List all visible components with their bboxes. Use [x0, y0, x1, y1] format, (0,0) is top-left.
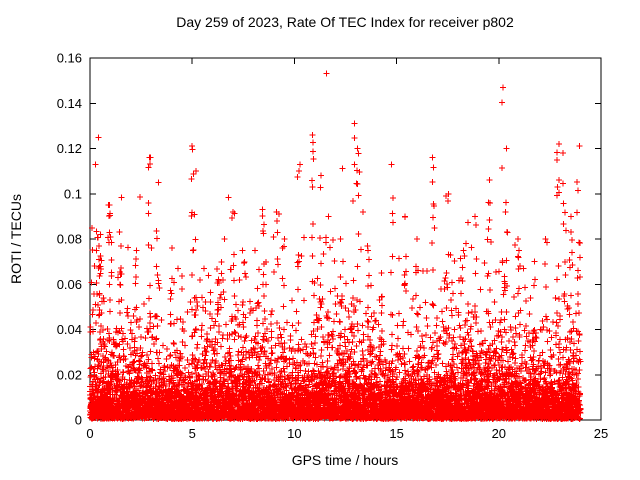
plot-area: 0 5 10 15 20 25 0 0.02 0.04 0.06 0.08 0.1 0.12 0.14 0.… [57, 51, 609, 442]
y-tick-label: 0.12 [57, 141, 82, 156]
x-tick-label: 15 [389, 426, 403, 441]
y-tick-label: 0.06 [57, 277, 82, 292]
x-tick-label: 25 [594, 426, 608, 441]
x-tick-label: 0 [86, 426, 93, 441]
y-tick-label: 0 [75, 413, 82, 428]
y-tick-label: 0.16 [57, 51, 82, 66]
x-axis-label: GPS time / hours [292, 452, 399, 468]
y-tick-label: 0.08 [57, 232, 82, 247]
chart-title: Day 259 of 2023, Rate Of TEC Index for r… [176, 14, 514, 30]
data-points [87, 70, 584, 422]
x-tick-label: 10 [287, 426, 301, 441]
y-tick-label: 0.14 [57, 96, 82, 111]
x-tick-label: 5 [189, 426, 196, 441]
y-axis-label: ROTI / TECUs [8, 194, 24, 284]
x-tick-label: 20 [492, 426, 506, 441]
y-tick-label: 0.1 [64, 186, 82, 201]
y-tick-label: 0.02 [57, 367, 82, 382]
y-tick-label: 0.04 [57, 322, 82, 337]
